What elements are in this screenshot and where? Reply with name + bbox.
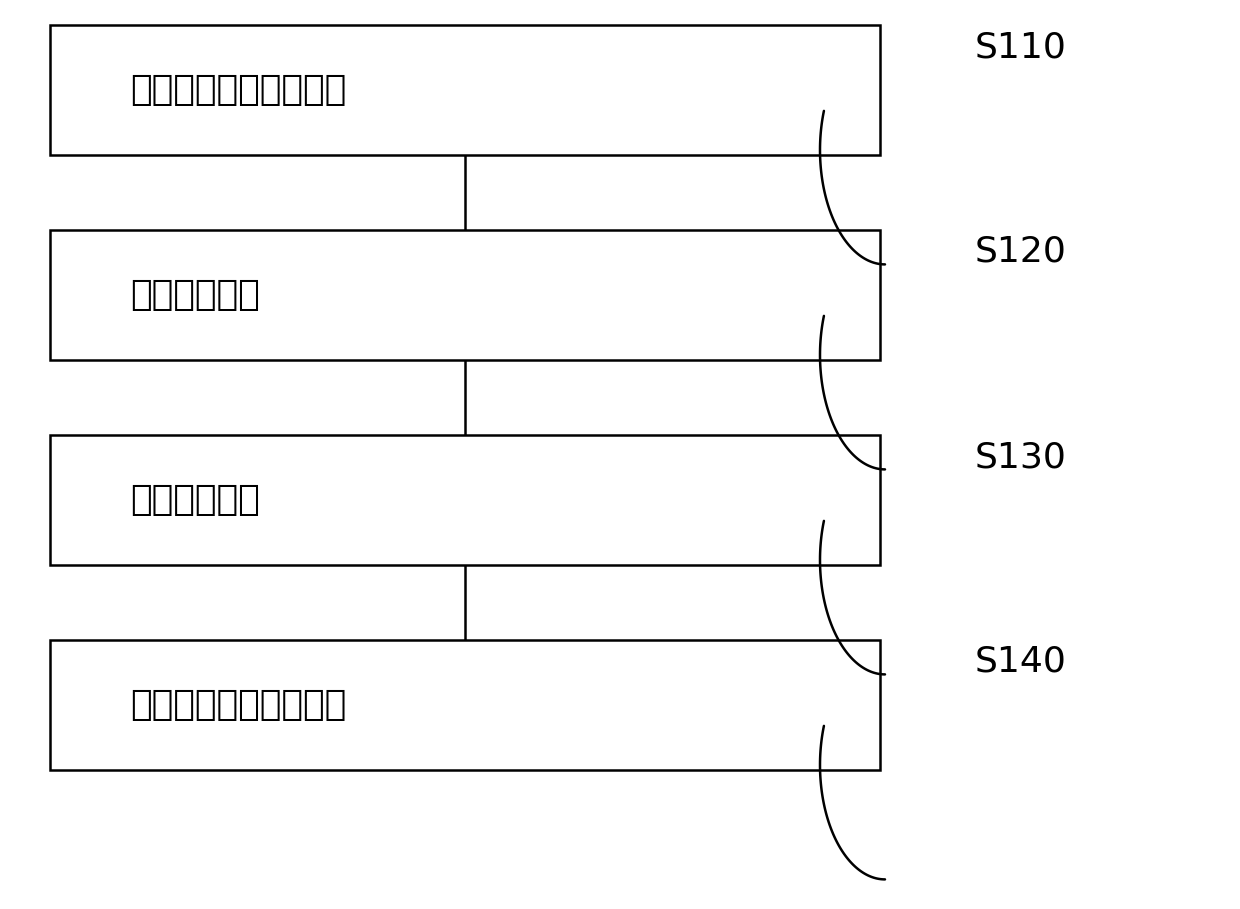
Bar <box>50 640 880 770</box>
Text: S110: S110 <box>975 30 1066 64</box>
Text: 丝束同轴熔丝沉积成形: 丝束同轴熔丝沉积成形 <box>130 688 346 722</box>
Text: 分层切片处理: 分层切片处理 <box>130 278 259 312</box>
Bar <box>50 25 880 155</box>
Text: S120: S120 <box>975 235 1066 269</box>
Bar <box>50 230 880 360</box>
Text: 生成堆积路径: 生成堆积路径 <box>130 483 259 517</box>
Text: 构造出零件的三维模型: 构造出零件的三维模型 <box>130 73 346 107</box>
Bar <box>50 435 880 565</box>
Text: S130: S130 <box>975 440 1066 474</box>
Text: S140: S140 <box>975 645 1066 679</box>
